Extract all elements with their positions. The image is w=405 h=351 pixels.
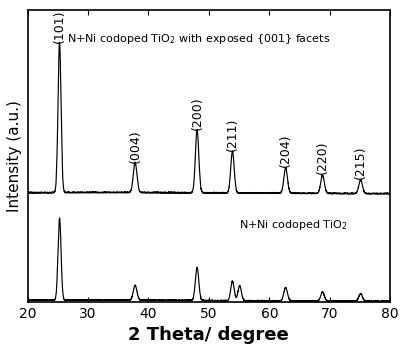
Text: (215): (215): [353, 145, 366, 179]
Text: (004): (004): [128, 129, 141, 163]
Text: N+Ni codoped TiO$_2$: N+Ni codoped TiO$_2$: [239, 218, 347, 232]
Text: (101): (101): [53, 9, 66, 43]
Text: N+Ni codoped TiO$_2$ with exposed {001} facets: N+Ni codoped TiO$_2$ with exposed {001} …: [67, 32, 329, 46]
Text: (211): (211): [226, 117, 239, 151]
Text: (200): (200): [190, 96, 203, 130]
Text: (220): (220): [315, 141, 328, 174]
Y-axis label: Intensity (a.u.): Intensity (a.u.): [7, 100, 22, 212]
X-axis label: 2 Theta/ degree: 2 Theta/ degree: [128, 326, 288, 344]
Text: (204): (204): [279, 133, 292, 167]
